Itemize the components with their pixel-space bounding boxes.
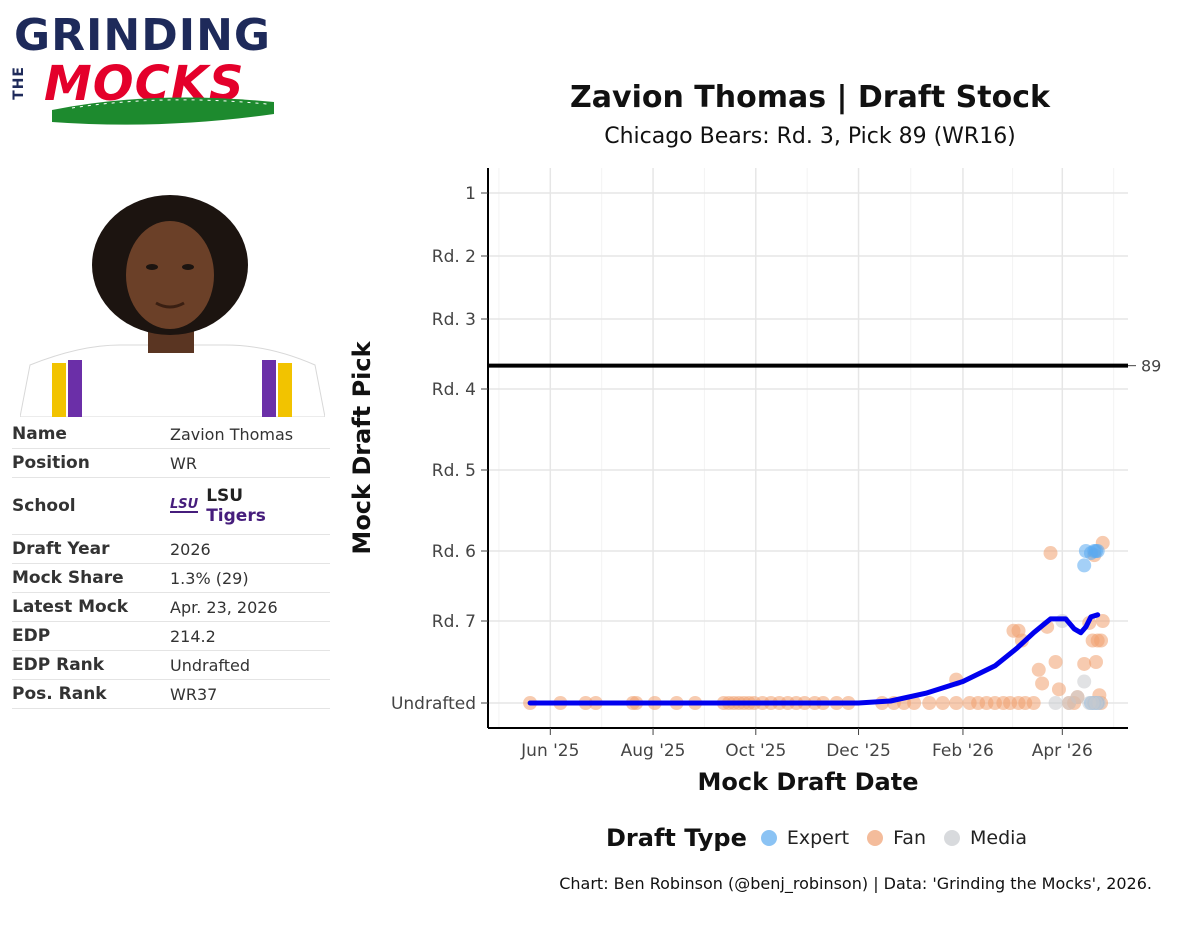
- player-headshot-icon: [20, 195, 325, 417]
- chart-subtitle: Chicago Bears: Rd. 3, Pick 89 (WR16): [604, 124, 1016, 149]
- lsu-logo-icon: LSU: [170, 497, 199, 513]
- legend-title: Draft Type: [606, 824, 747, 852]
- info-label: Position: [12, 453, 90, 473]
- legend-dot-expert: [760, 830, 777, 846]
- info-row-mock-share: Mock Share 1.3% (29): [12, 564, 330, 593]
- school-name-line1: LSU: [206, 486, 244, 506]
- x-axis-title: Mock Draft Date: [697, 768, 918, 796]
- legend-dot-media: [944, 830, 960, 846]
- info-label: Name: [12, 424, 67, 444]
- info-value: 2026: [170, 539, 211, 559]
- point-fan: [1026, 696, 1041, 710]
- x-tick-label: Aug '25: [621, 741, 686, 761]
- legend-label-media: Media: [970, 827, 1028, 849]
- point-fan: [1035, 676, 1050, 691]
- runner-icon: [255, 67, 265, 77]
- y-tick-label: Rd. 6: [432, 542, 476, 562]
- info-row-edp-rank: EDP Rank Undrafted: [12, 651, 330, 680]
- chart-legend: Draft Type Expert Fan Media: [606, 824, 1045, 852]
- point-fan: [949, 696, 964, 710]
- point-fan: [922, 696, 937, 710]
- point-fan: [1051, 682, 1066, 697]
- axes-layer: 1 Rd. 2 Rd. 3 Rd. 4 Rd. 5 Rd. 6 Rd. 7 Undrafted…: [391, 168, 1128, 761]
- y-tick-label: Rd. 5: [432, 461, 476, 481]
- info-row-edp: EDP 214.2: [12, 622, 330, 651]
- info-row-pos-rank: Pos. Rank WR37: [12, 680, 330, 709]
- info-value: Apr. 23, 2026: [170, 597, 278, 617]
- info-label: Latest Mock: [12, 597, 129, 617]
- chart-caption: Chart: Ben Robinson (@benj_robinson) | D…: [559, 874, 1152, 893]
- point-media: [1048, 696, 1063, 710]
- info-value: WR: [170, 453, 197, 473]
- info-value: Zavion Thomas: [170, 424, 294, 444]
- y-tick-label: Rd. 4: [432, 380, 476, 400]
- player-info-table: Name Zavion Thomas Position WR School LS…: [12, 420, 330, 709]
- y-tick-label: Rd. 2: [432, 247, 476, 267]
- legend-label-expert: Expert: [786, 827, 850, 849]
- school-name-line2: Tigers: [206, 506, 266, 526]
- point-fan: [1094, 633, 1109, 648]
- point-fan: [1089, 655, 1103, 669]
- legend-dot-fan: [867, 830, 884, 846]
- info-label: EDP: [12, 626, 51, 646]
- info-label: EDP Rank: [12, 655, 105, 675]
- trend-line: [527, 612, 1101, 706]
- info-value: 1.3% (29): [170, 568, 249, 588]
- point-media: [1077, 674, 1092, 689]
- point-fan: [1048, 655, 1063, 669]
- school-name: LSU Tigers: [206, 486, 266, 526]
- reference-layer: 89: [488, 357, 1161, 376]
- trend-layer: [527, 612, 1101, 706]
- info-value: WR37: [170, 684, 218, 704]
- y-tick-label: Undrafted: [391, 694, 476, 714]
- point-media: [1070, 690, 1085, 705]
- y-tick-label: Rd. 3: [432, 310, 476, 330]
- point-fan: [1095, 614, 1110, 628]
- legend-label-fan: Fan: [893, 827, 926, 849]
- x-tick-label: Jun '25: [520, 741, 579, 761]
- legend-item-expert: Expert: [760, 827, 850, 849]
- reference-line-label: 89: [1141, 357, 1161, 376]
- legend-item-fan: Fan: [867, 827, 926, 849]
- info-row-name: Name Zavion Thomas: [12, 420, 330, 449]
- y-axis-title: Mock Draft Pick: [348, 340, 376, 554]
- x-tick-label: Feb '26: [932, 741, 994, 761]
- info-value: Undrafted: [170, 655, 251, 675]
- point-media: [1092, 696, 1107, 710]
- grid-layer: [488, 168, 1128, 728]
- info-row-latest-mock: Latest Mock Apr. 23, 2026: [12, 593, 330, 622]
- legend-item-media: Media: [944, 827, 1027, 849]
- grinding-the-mocks-logo: GRINDING THE MOCKS: [11, 10, 282, 130]
- logo-grinding-text: GRINDING: [14, 10, 272, 61]
- school-value: LSU LSU Tigers: [170, 486, 266, 526]
- logo-field-swoosh-icon: [52, 67, 274, 125]
- player-photo: [20, 195, 325, 417]
- point-fan: [1077, 656, 1092, 671]
- chart-title: Zavion Thomas | Draft Stock: [570, 80, 1050, 115]
- info-row-position: Position WR: [12, 449, 330, 478]
- info-label: Pos. Rank: [12, 684, 107, 704]
- info-row-draft-year: Draft Year 2026: [12, 535, 330, 564]
- point-fan: [907, 696, 922, 710]
- point-expert: [1077, 558, 1092, 573]
- point-fan: [1043, 546, 1058, 561]
- info-label: Draft Year: [12, 539, 110, 559]
- y-tick-label: 1: [465, 184, 476, 204]
- x-tick-label: Apr '26: [1032, 741, 1093, 761]
- info-label: Mock Share: [12, 568, 124, 588]
- point-expert: [1090, 544, 1105, 558]
- x-tick-label: Oct '25: [725, 741, 786, 761]
- x-tick-label: Dec '25: [826, 741, 891, 761]
- points-layer: [523, 535, 1110, 710]
- point-fan: [1031, 662, 1046, 677]
- info-label: School: [12, 496, 76, 516]
- info-row-school: School LSU LSU Tigers: [12, 478, 330, 535]
- point-fan: [935, 696, 950, 710]
- info-value: 214.2: [170, 626, 216, 646]
- y-tick-label: Rd. 7: [432, 612, 476, 632]
